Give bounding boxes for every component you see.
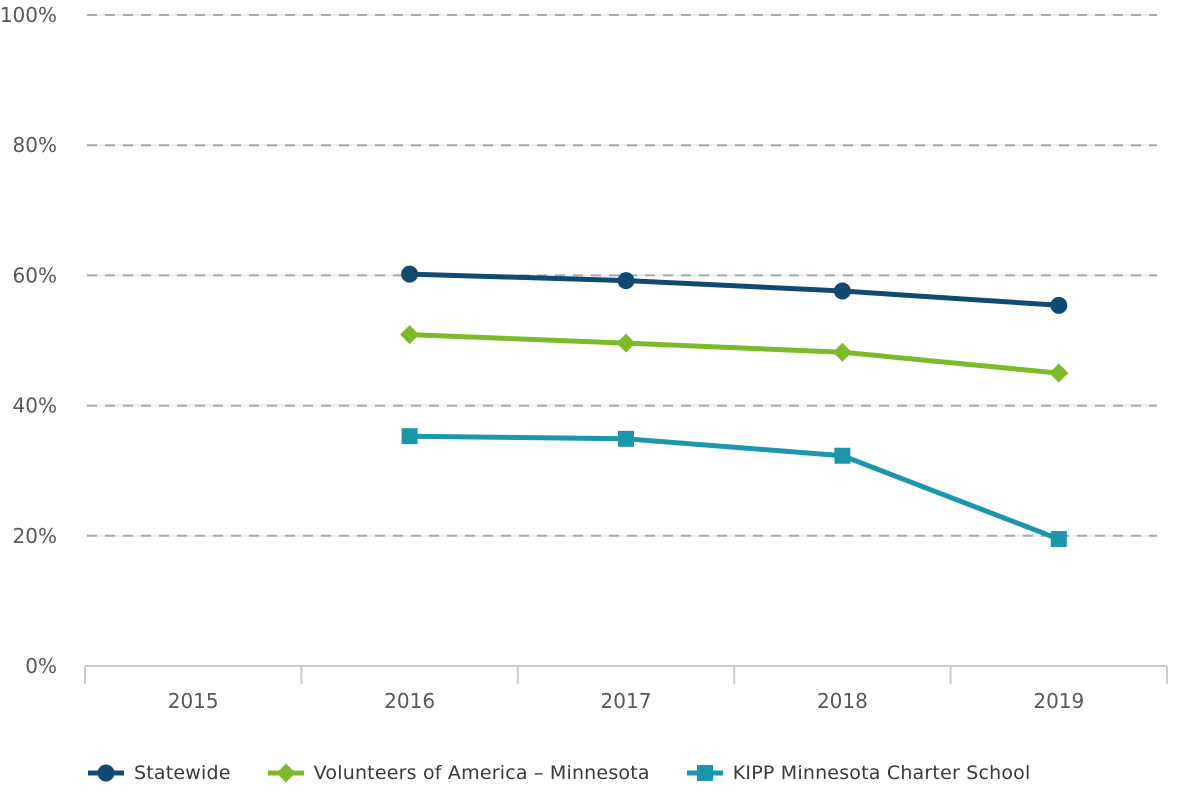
series-line-volunteers-of-america-minnesota bbox=[407, 332, 1062, 376]
plot-area: 0% 20% 40% 60% 80% 100% 2015 2016 2017 2018 2019 bbox=[0, 3, 1168, 713]
y-axis-tick-label-60: 60% bbox=[13, 263, 57, 287]
legend-label-statewide: Statewide bbox=[134, 762, 231, 784]
data-point-volunteers-of-america-minnesota-2016[interactable] bbox=[400, 325, 420, 345]
x-axis-label-2016: 2016 bbox=[384, 689, 435, 713]
y-axis-tick-label-40: 40% bbox=[13, 394, 57, 418]
y-axis-tick-label-0: 0% bbox=[25, 654, 57, 678]
data-point-kipp-minnesota-charter-school-2018[interactable] bbox=[834, 447, 851, 464]
data-point-statewide-2019[interactable] bbox=[1050, 296, 1068, 314]
data-point-kipp-minnesota-charter-school-2016[interactable] bbox=[401, 428, 418, 445]
legend-marker-kipp-minnesota-charter-school bbox=[696, 765, 713, 781]
y-axis-tick-label-100: 100% bbox=[0, 3, 57, 27]
data-point-kipp-minnesota-charter-school-2019[interactable] bbox=[1050, 531, 1067, 548]
legend-circle-swatch-icon bbox=[88, 764, 124, 782]
legend-label-volunteers-of-america-minnesota: Volunteers of America – Minnesota bbox=[313, 762, 650, 784]
data-point-kipp-minnesota-charter-school-2017[interactable] bbox=[618, 430, 634, 447]
series-line-kipp-minnesota-charter-school bbox=[407, 433, 1062, 542]
data-point-volunteers-of-america-minnesota-2017[interactable] bbox=[616, 333, 636, 353]
series-line-statewide bbox=[407, 271, 1062, 308]
x-axis-label-2017: 2017 bbox=[601, 689, 652, 713]
legend-label-kipp-minnesota-charter-school: KIPP Minnesota Charter School bbox=[732, 762, 1031, 784]
y-axis-tick-label-80: 80% bbox=[13, 133, 57, 157]
legend-item-statewide[interactable]: Statewide bbox=[88, 762, 231, 784]
x-axis-label-2019: 2019 bbox=[1033, 689, 1084, 713]
legend-item-volunteers-of-america-minnesota[interactable]: Volunteers of America – Minnesota bbox=[267, 762, 650, 784]
chart-legend: Statewide Volunteers of America – Minneso… bbox=[88, 762, 1200, 784]
data-point-statewide-2018[interactable] bbox=[833, 282, 851, 300]
data-point-statewide-2017[interactable] bbox=[617, 272, 635, 290]
x-axis-label-2015: 2015 bbox=[168, 689, 219, 713]
data-point-volunteers-of-america-minnesota-2019[interactable] bbox=[1049, 363, 1069, 383]
legend-item-kipp-minnesota-charter-school[interactable]: KIPP Minnesota Charter School bbox=[686, 762, 1031, 784]
legend-diamond-swatch-icon bbox=[267, 763, 304, 783]
legend-marker-statewide bbox=[97, 764, 115, 782]
legend-square-swatch-icon bbox=[686, 765, 723, 781]
legend-marker-volunteers-of-america-minnesota bbox=[276, 763, 296, 783]
data-point-statewide-2016[interactable] bbox=[401, 265, 419, 283]
data-point-volunteers-of-america-minnesota-2018[interactable] bbox=[832, 342, 852, 362]
y-axis-tick-label-20: 20% bbox=[13, 524, 57, 548]
x-axis-label-2018: 2018 bbox=[817, 689, 868, 713]
